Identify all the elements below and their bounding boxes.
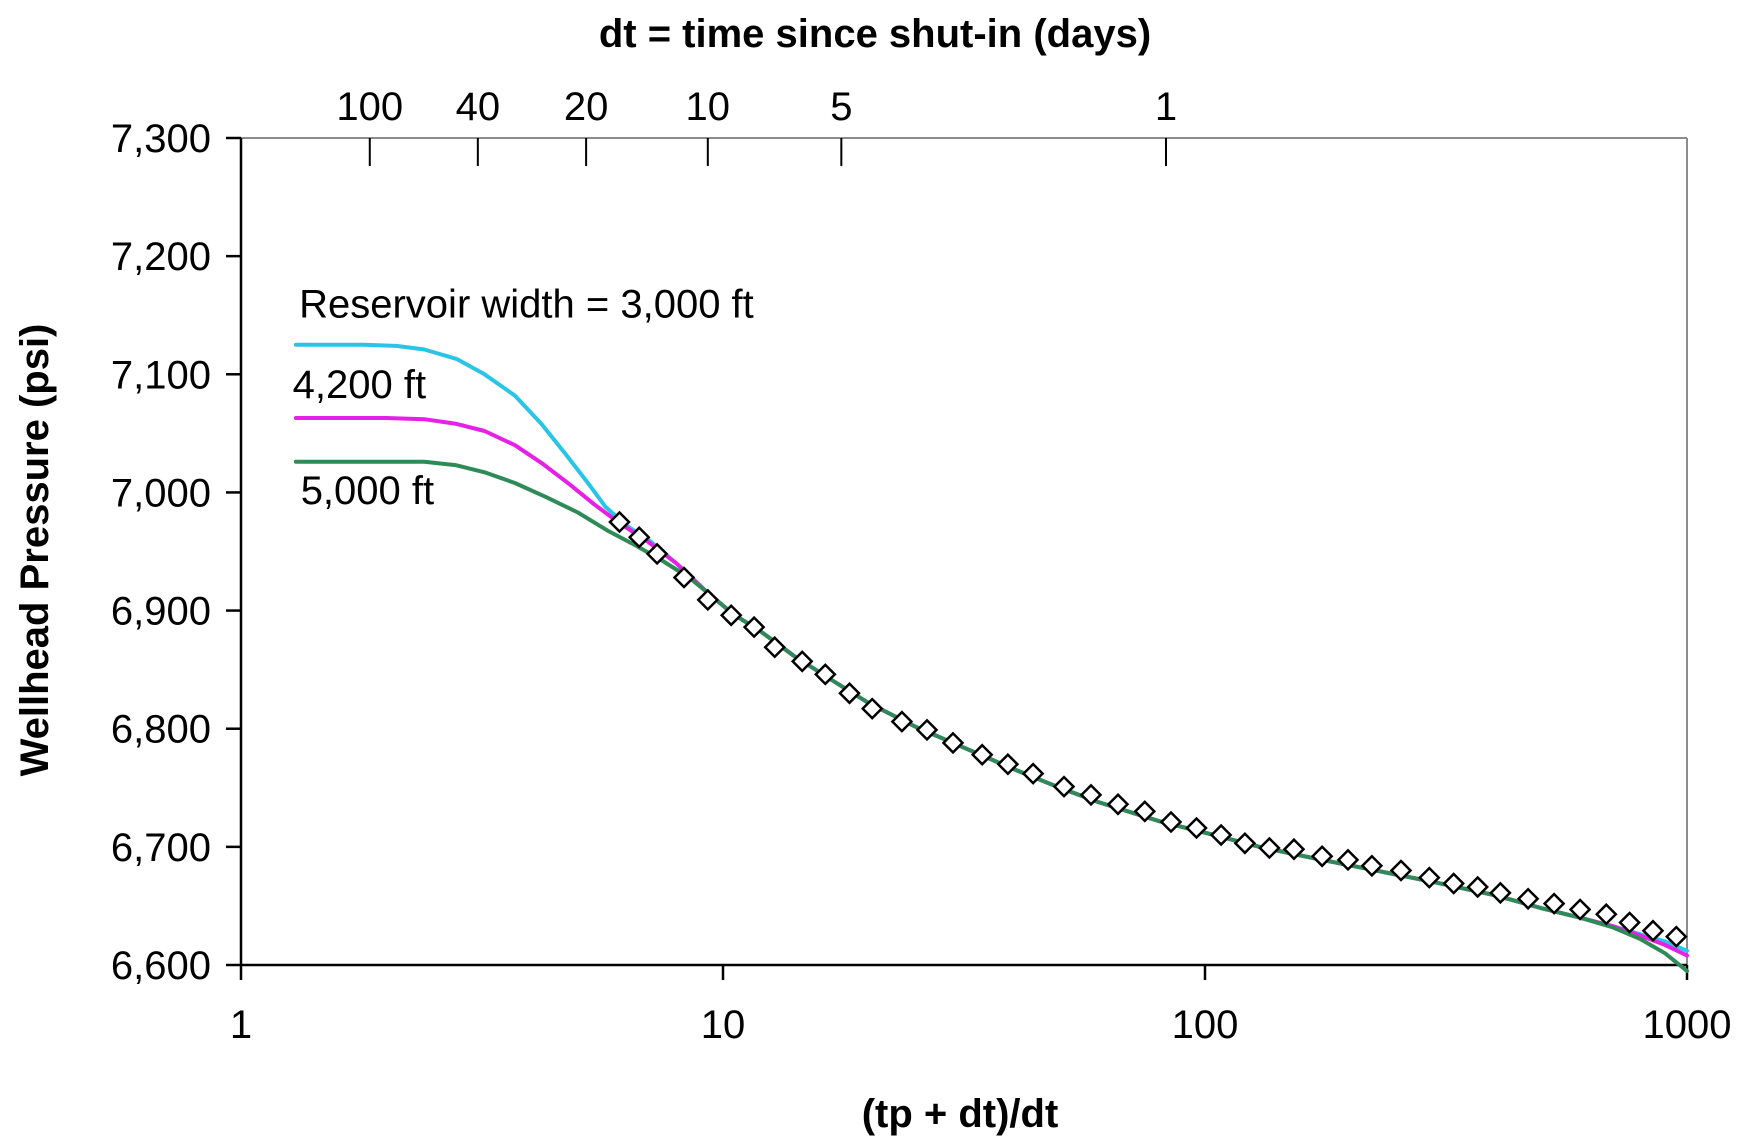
data-point-diamond: [838, 682, 861, 705]
data-point-diamond: [1641, 919, 1665, 942]
data-point-diamond: [790, 650, 814, 673]
data-point-diamond: [1258, 836, 1281, 860]
x2-tick-label: 20: [564, 85, 609, 129]
data-point-diamond: [1665, 925, 1688, 948]
data-point-diamond: [627, 526, 651, 549]
y-tick-label: 6,800: [111, 708, 211, 752]
data-point-diamond: [672, 566, 696, 589]
y-tick-label: 7,300: [111, 117, 211, 161]
data-point-diamond: [1542, 892, 1566, 915]
curve-label: 5,000 ft: [301, 469, 434, 513]
data-point-diamond: [719, 604, 743, 627]
data-point-diamond: [608, 510, 631, 534]
data-point-diamond: [1336, 848, 1360, 872]
data-point-diamond: [1185, 816, 1208, 840]
x-axis: 1 10 100 1000: [230, 963, 1732, 1047]
data-point-diamond: [996, 752, 1020, 776]
data-point-diamond: [763, 635, 786, 659]
series-line-2: [293, 416, 1689, 958]
data-point-diamond: [890, 710, 914, 733]
y-tick-label: 6,900: [111, 590, 211, 634]
data-point-diamond: [941, 731, 965, 755]
x2-tick-label: 5: [830, 85, 852, 129]
data-point-diamond: [1442, 872, 1465, 895]
data-point-diamond: [1489, 881, 1512, 905]
scatter-layer: [608, 510, 1688, 948]
series-line-1: [293, 342, 1689, 953]
x-tick-label: 10: [701, 1003, 746, 1047]
plot-frame: [241, 137, 1688, 965]
data-point-diamond: [1079, 783, 1103, 807]
data-point-diamond: [1209, 823, 1233, 847]
x-tick-label: 1000: [1643, 1003, 1732, 1047]
data-point-diamond: [1418, 866, 1441, 889]
y-axis: 6,600 6,700 6,800 6,900 7,000 7,100 7,200 7,300: [111, 117, 243, 988]
data-point-diamond: [1360, 854, 1384, 878]
curve-label: Reservoir width = 3,000 ft: [299, 283, 754, 327]
x2-tick-label: 10: [686, 85, 731, 129]
data-point-diamond: [742, 615, 766, 639]
y-tick-label: 7,000: [111, 471, 211, 515]
x2-tick-label: 100: [336, 85, 403, 129]
data-point-diamond: [1052, 775, 1076, 798]
data-point-diamond: [1618, 911, 1641, 934]
data-point-diamond: [1310, 845, 1334, 868]
data-point-diamond: [1568, 898, 1592, 921]
data-point-diamond: [970, 743, 994, 766]
data-point-diamond: [1133, 800, 1157, 823]
curve-label: 4,200 ft: [293, 363, 426, 407]
x-tick-label: 100: [1172, 1003, 1239, 1047]
y-axis-title: Wellhead Pressure (psi): [13, 324, 57, 777]
data-point-diamond: [1516, 887, 1540, 911]
data-point-diamond: [1159, 810, 1183, 834]
y-tick-label: 7,100: [111, 353, 211, 397]
x2-axis-title: dt = time since shut-in (days): [599, 12, 1151, 56]
data-point-diamond: [1389, 859, 1413, 882]
x2-tick-label: 40: [456, 85, 501, 129]
x-axis-title: (tp + dt)/dt: [862, 1092, 1059, 1136]
data-point-diamond: [1595, 902, 1618, 926]
annotation-layer: Reservoir width = 3,000 ft 4,200 ft 5,000 …: [293, 283, 754, 514]
data-point-diamond: [915, 718, 939, 742]
data-point-diamond: [645, 542, 669, 566]
y-tick-label: 6,700: [111, 826, 211, 870]
y-tick-label: 6,600: [111, 944, 211, 988]
data-point-diamond: [696, 588, 720, 612]
data-point-diamond: [814, 663, 837, 686]
x-tick-label: 1: [230, 1003, 252, 1047]
secondary-x-axis: 100 40 20 10 5 1: [336, 85, 1177, 166]
data-point-diamond: [1021, 762, 1045, 785]
data-point-diamond: [1466, 875, 1489, 899]
x2-tick-label: 1: [1155, 85, 1177, 129]
y-tick-label: 7,200: [111, 235, 211, 279]
data-point-diamond: [860, 697, 884, 720]
data-point-diamond: [1233, 832, 1257, 855]
data-point-diamond: [1106, 793, 1130, 816]
data-point-diamond: [1282, 837, 1306, 861]
